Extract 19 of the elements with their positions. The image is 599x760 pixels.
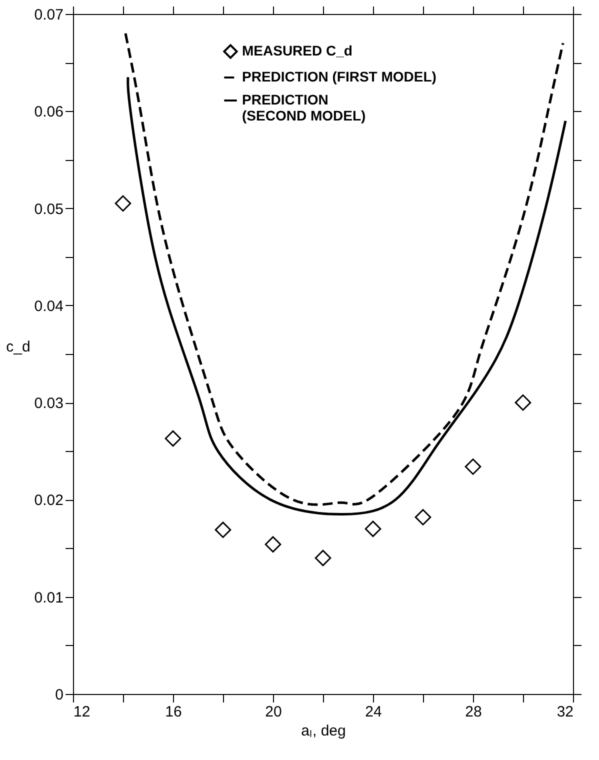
x-tick-label: 16: [165, 704, 182, 720]
y-tick-label: 0.07: [34, 6, 64, 24]
y-tick-label: 0.05: [34, 200, 64, 218]
legend-label: PREDICTION (FIRST MODEL): [242, 68, 436, 84]
x-axis-title: aₗ, deg: [301, 722, 346, 740]
y-tick-label: 0.06: [34, 104, 64, 121]
x-tick-label: 12: [74, 704, 90, 720]
y-tick-label: 0.04: [34, 298, 64, 315]
y-tick-label: 0.03: [34, 395, 64, 412]
y-tick-label: 0: [55, 686, 64, 704]
legend-label: MEASURED C_d: [242, 42, 352, 58]
y-tick-label: 0.01: [34, 589, 64, 606]
x-tick-label: 20: [265, 704, 282, 720]
x-tick-label: 32: [556, 704, 574, 720]
legend-label: PREDICTION (SECOND MODEL): [242, 92, 366, 124]
y-tick-label: 0.02: [34, 492, 64, 510]
x-tick-label: 24: [365, 704, 382, 720]
x-tick-label: 28: [465, 704, 482, 720]
y-axis-title: c_d: [6, 338, 30, 356]
